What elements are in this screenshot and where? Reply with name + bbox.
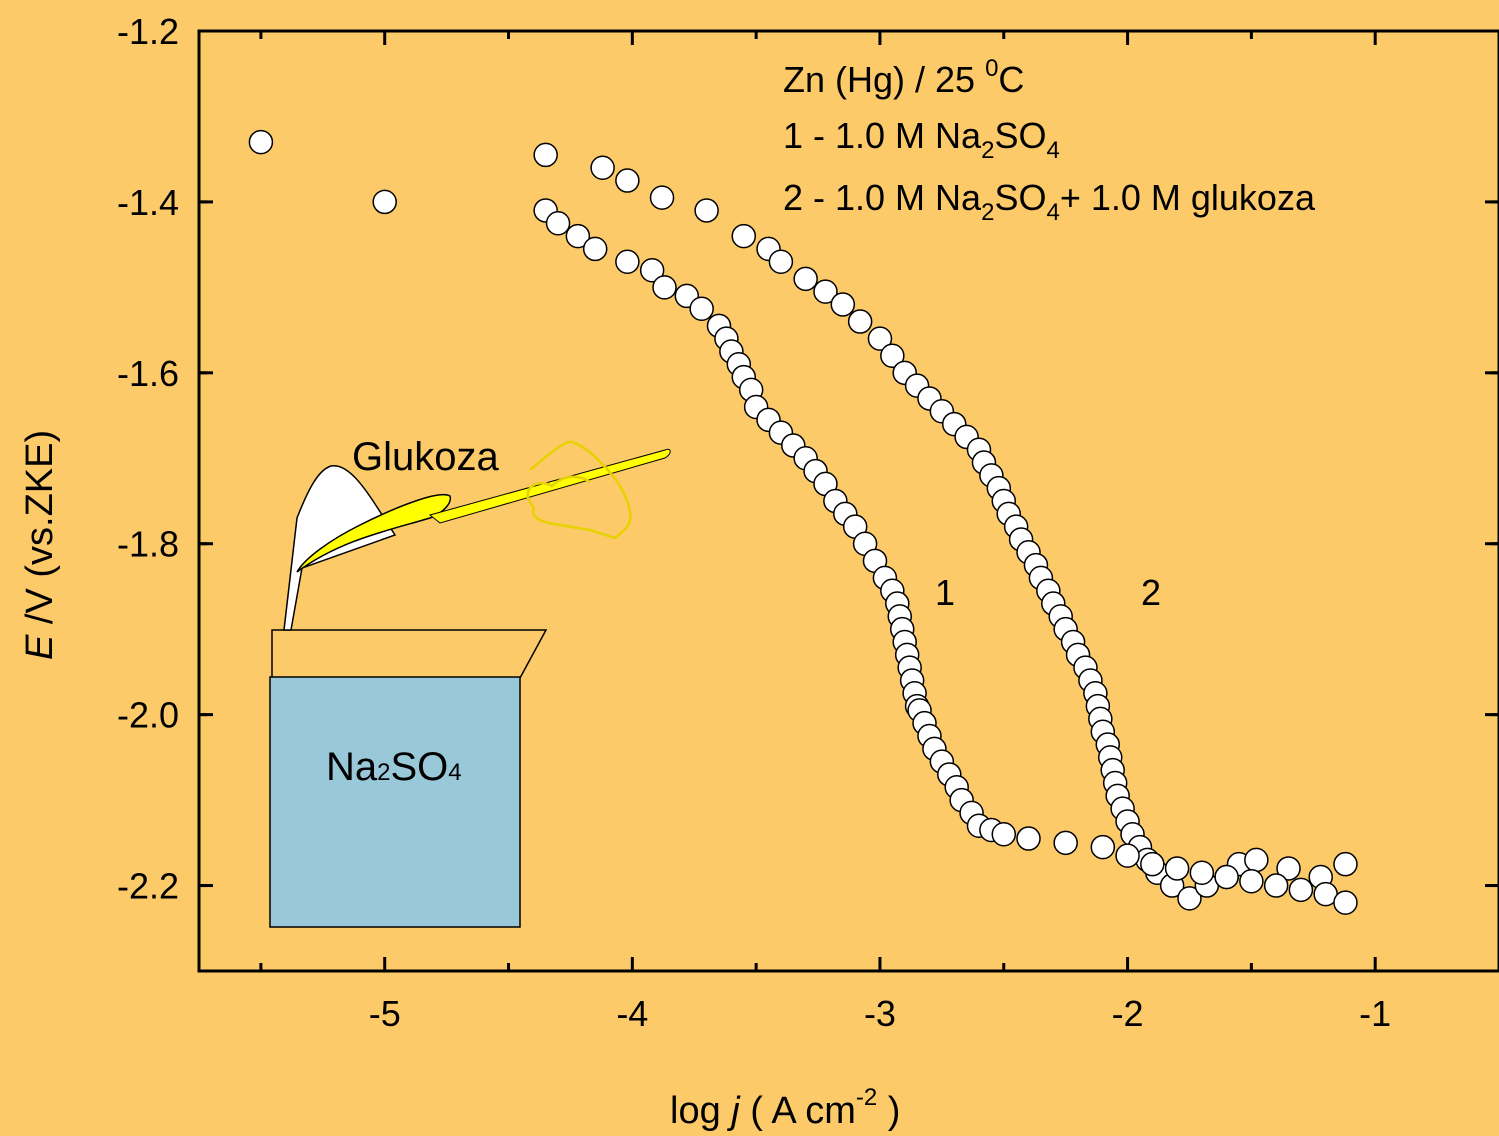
x-tick-labels: -5 -4 -3 -2 -1	[369, 993, 1391, 1034]
x-axis-title: log j ( A cm-2 )	[670, 1084, 900, 1132]
x-tick-label: -3	[864, 993, 896, 1034]
data-point-series-2	[1140, 851, 1165, 877]
x-tick-label: -5	[369, 993, 401, 1034]
data-point-series-1	[1244, 847, 1269, 873]
data-point-series-1	[1276, 856, 1301, 881]
data-point-series-2	[1016, 826, 1041, 851]
data-point-series-2	[652, 275, 677, 300]
x-tick-label: -1	[1359, 993, 1391, 1034]
y-tick-label: -1.8	[117, 524, 179, 565]
data-point-series-2	[639, 258, 665, 283]
data-point-series-1	[768, 249, 794, 274]
data-point-series-2	[545, 211, 571, 236]
data-point-series-2	[1164, 856, 1190, 881]
data-point-series-2	[1053, 830, 1078, 856]
glukoza-label: Glukoza	[352, 435, 499, 479]
beaker-label: Na2SO4	[326, 745, 462, 789]
spoon-icon	[296, 494, 452, 573]
x-tick-label: -4	[616, 993, 648, 1034]
data-point-series-2	[1333, 890, 1358, 915]
hand-icon	[526, 440, 632, 540]
glukoza-illustration: Na2SO4 Glukoza	[269, 435, 671, 928]
data-point-series-1	[731, 223, 757, 249]
legend-line-3: 2 - 1.0 M Na2SO4+ 1.0 M glukoza	[783, 177, 1316, 226]
data-point-series-2	[689, 296, 714, 321]
beaker-body	[269, 676, 521, 928]
legend-line-2: 1 - 1.0 M Na2SO4	[783, 115, 1060, 164]
y-tick-label: -1.6	[117, 353, 179, 394]
x-tick-label: -2	[1112, 993, 1144, 1034]
plot-frame	[197, 29, 1499, 973]
data-point-series-2	[615, 249, 640, 274]
data-point-series-1	[590, 155, 615, 180]
data-point-series-2	[1115, 843, 1140, 868]
data-point-series-2	[1288, 877, 1314, 903]
data-point-series-1	[1177, 886, 1202, 911]
curve-label-1: 1	[935, 572, 955, 613]
legend-line-1: Zn (Hg) / 25 0C	[783, 55, 1024, 100]
data-point-series-2	[991, 822, 1017, 847]
data-point-series-1	[830, 292, 856, 317]
data-point-series-2	[1263, 873, 1289, 898]
y-tick-label: -1.4	[117, 182, 179, 223]
data-point-series-1	[533, 142, 558, 168]
data-point-series-2	[1239, 869, 1264, 894]
data-point-series-2	[582, 236, 608, 262]
data-point-series-1	[813, 279, 838, 304]
axis-ticks	[199, 29, 1499, 971]
data-point-series-1	[793, 266, 818, 292]
data-point-series-1	[867, 326, 893, 351]
y-tick-labels: -1.2 -1.4 -1.6 -1.8 -2.0 -2.2	[117, 11, 179, 907]
y-tick-label: -2.0	[117, 695, 179, 736]
data-point-series-2	[1214, 864, 1239, 890]
data-point-series-1	[694, 198, 719, 223]
y-tick-label: -2.2	[117, 866, 179, 907]
curve-label-2: 2	[1141, 572, 1161, 613]
data-point-series-1	[649, 185, 675, 210]
data-point-series-1	[847, 309, 873, 334]
data-point-series-1	[615, 168, 640, 193]
data-point-series-2	[1189, 860, 1215, 885]
data-point-series-2	[565, 223, 591, 249]
data-point-series-1	[372, 189, 397, 215]
data-point-series-2	[1090, 834, 1116, 860]
data-point-series-1	[248, 129, 274, 155]
y-tick-label: -1.2	[117, 11, 179, 52]
series-2	[533, 198, 1358, 915]
y-axis-title: E /V (vs.ZKE)	[19, 430, 61, 660]
data-point-series-1	[1333, 851, 1358, 877]
legend: Zn (Hg) / 25 0C 1 - 1.0 M Na2SO4 2 - 1.0…	[783, 55, 1316, 226]
data-point-series-1	[880, 343, 905, 368]
